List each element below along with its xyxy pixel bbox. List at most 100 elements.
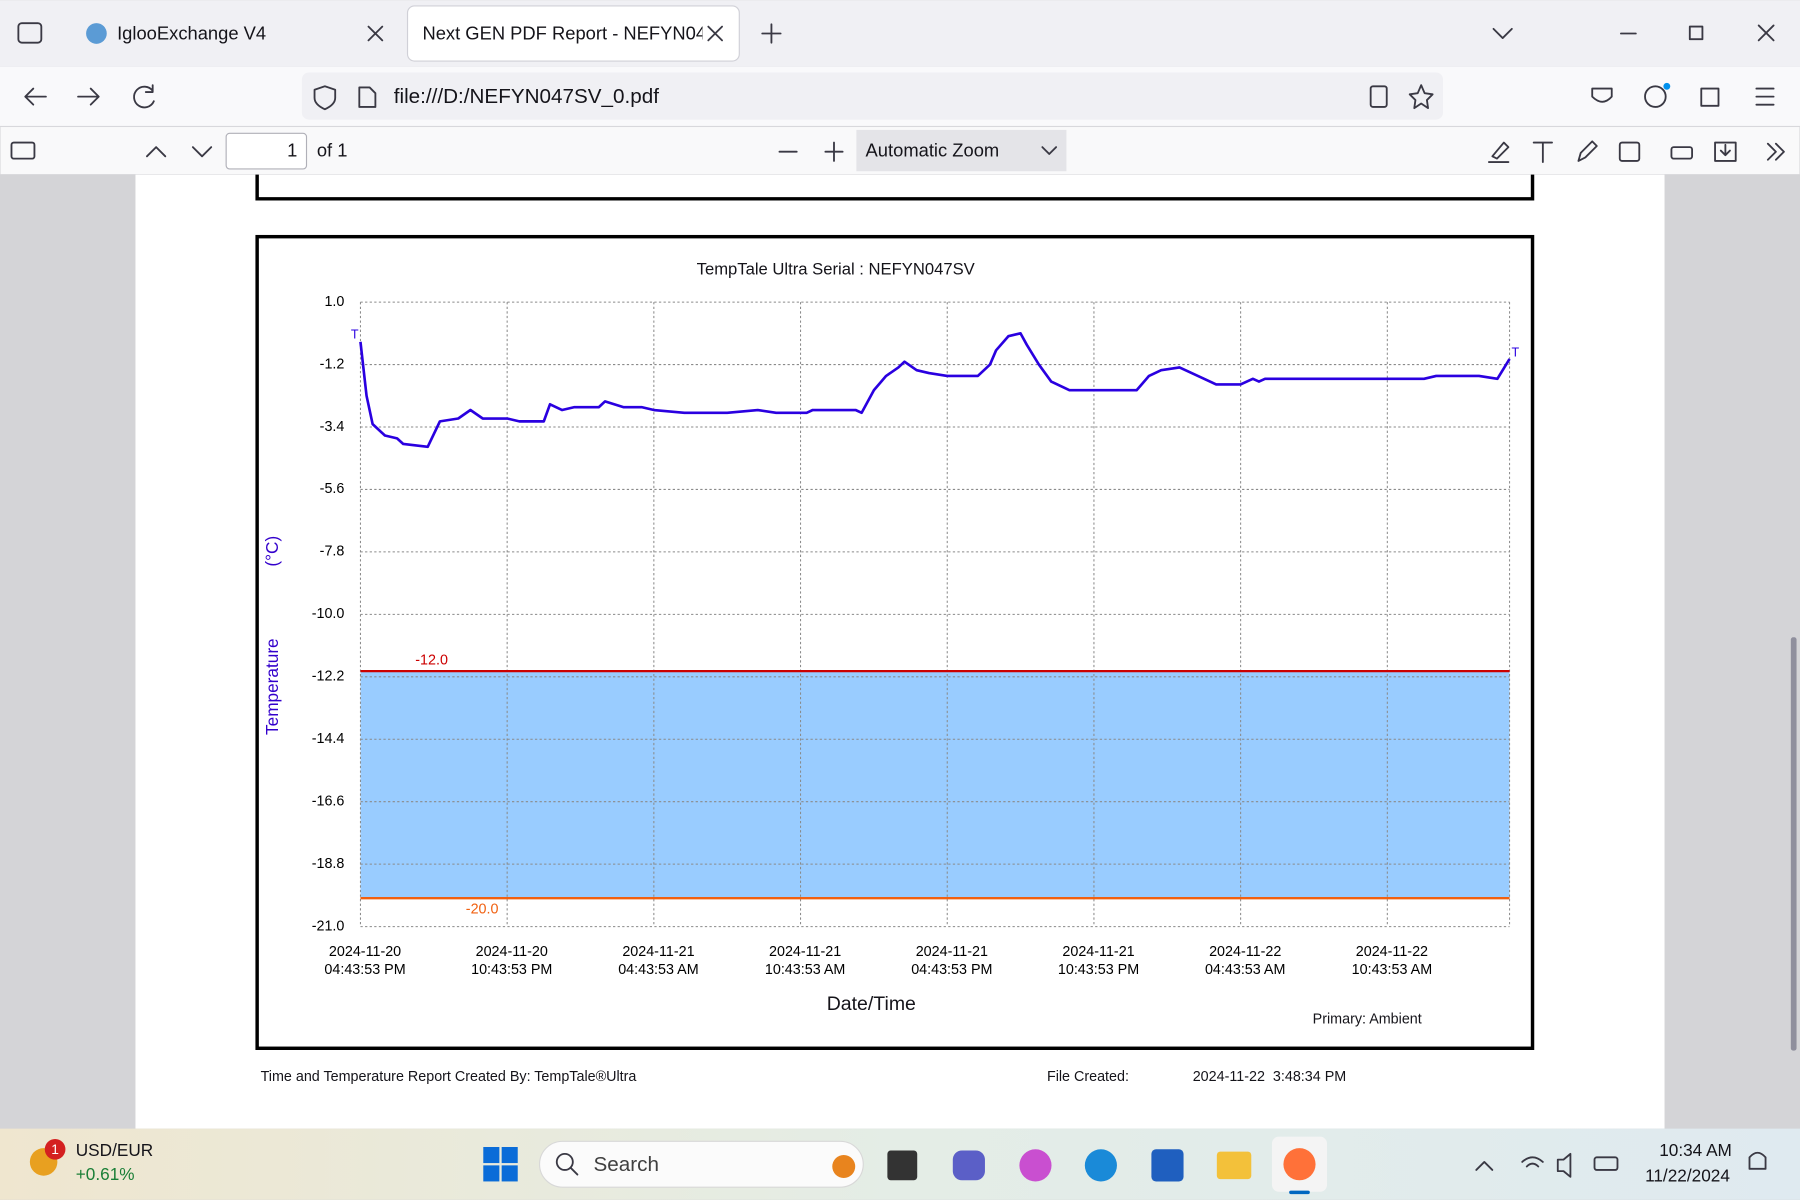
report-created-by: Time and Temperature Report Created By: … bbox=[261, 1069, 637, 1085]
zoom-value[interactable]: Automatic Zoom bbox=[866, 140, 1000, 161]
widget-value[interactable]: +0.61% bbox=[76, 1164, 135, 1184]
wifi-icon[interactable] bbox=[1521, 1156, 1544, 1168]
x-tick-label: 2024-11-21 04:43:53 AM bbox=[618, 944, 698, 978]
tab-title[interactable]: Next GEN PDF Report - NEFYN047S bbox=[422, 22, 728, 43]
active-tab[interactable] bbox=[406, 5, 740, 62]
series-note: Primary: Ambient bbox=[1313, 1011, 1422, 1027]
search-decoration bbox=[832, 1155, 856, 1178]
previous-page[interactable] bbox=[146, 146, 167, 158]
search-text[interactable]: Search bbox=[593, 1153, 658, 1176]
tab-overflow[interactable] bbox=[1492, 27, 1513, 39]
widget-title[interactable]: USD/EUR bbox=[76, 1140, 153, 1160]
y-tick-label: -3.4 bbox=[320, 419, 345, 435]
active-indicator bbox=[1289, 1190, 1310, 1195]
zoom-select[interactable] bbox=[856, 129, 1067, 172]
close-window[interactable] bbox=[1757, 24, 1775, 42]
url-field[interactable] bbox=[301, 72, 1443, 120]
store-icon[interactable] bbox=[1151, 1149, 1184, 1182]
clock-time[interactable]: 10:34 AM bbox=[1659, 1140, 1732, 1160]
account-dot bbox=[1663, 82, 1671, 90]
tab-list-icon[interactable] bbox=[17, 22, 43, 44]
file-created-label: File Created: bbox=[1047, 1069, 1129, 1085]
task-view[interactable] bbox=[887, 1150, 918, 1181]
zoom-dropdown[interactable] bbox=[1041, 146, 1058, 155]
reload[interactable] bbox=[133, 84, 155, 109]
x-tick-label: 2024-11-21 04:43:53 PM bbox=[911, 944, 992, 978]
url[interactable]: file:///D:/NEFYN047SV_0.pdf bbox=[394, 85, 659, 108]
account-icon[interactable] bbox=[1644, 85, 1667, 108]
teams-icon[interactable] bbox=[952, 1150, 985, 1181]
scrollbar[interactable] bbox=[1790, 637, 1797, 1051]
y-tick-label: -1.2 bbox=[320, 356, 345, 372]
highlight-tool[interactable] bbox=[1487, 141, 1510, 163]
threshold-label: -20.0 bbox=[466, 901, 499, 917]
text-tool[interactable] bbox=[1532, 141, 1553, 163]
tray-overflow[interactable] bbox=[1475, 1161, 1494, 1171]
file-created: 2024-11-22 3:48:34 PM bbox=[1193, 1069, 1346, 1085]
search-icon-handle bbox=[569, 1166, 579, 1176]
chart-frame bbox=[255, 234, 1535, 1050]
y-tick-label: -18.8 bbox=[312, 856, 345, 872]
volume-icon[interactable] bbox=[1556, 1152, 1572, 1178]
sidebar-toggle[interactable] bbox=[10, 141, 36, 160]
alarm-band bbox=[360, 671, 1510, 899]
x-tick-label: 2024-11-22 04:43:53 AM bbox=[1205, 944, 1285, 978]
start-button[interactable] bbox=[483, 1147, 518, 1182]
y-tick-label: -10.0 bbox=[312, 606, 345, 622]
tab-close[interactable] bbox=[707, 25, 723, 42]
chart-title: TempTale Ultra Serial : NEFYN047SV bbox=[697, 259, 976, 278]
y-tick-label: -21.0 bbox=[312, 918, 345, 934]
restore[interactable] bbox=[1688, 25, 1704, 41]
forward[interactable] bbox=[77, 87, 100, 106]
pdf-page bbox=[135, 174, 1665, 1129]
back[interactable] bbox=[24, 87, 47, 106]
y-axis-label: Temperature bbox=[262, 638, 282, 735]
draw-tool[interactable] bbox=[1577, 140, 1598, 162]
bookmark-star[interactable] bbox=[1408, 84, 1434, 110]
more-tools[interactable] bbox=[1766, 142, 1785, 161]
new-tab[interactable] bbox=[761, 23, 782, 44]
x-axis-label: Date/Time bbox=[827, 993, 916, 1015]
start-marker: T bbox=[351, 327, 359, 341]
chart: TempTale Ultra Serial : NEFYN047SV Tempe… bbox=[262, 259, 1520, 1027]
page-input[interactable] bbox=[225, 132, 308, 170]
y-tick-label: -14.4 bbox=[312, 731, 345, 747]
clock-date[interactable]: 11/22/2024 bbox=[1645, 1165, 1730, 1185]
next-page[interactable] bbox=[191, 146, 213, 158]
tab-title[interactable]: IglooExchange V4 bbox=[117, 22, 266, 43]
firefox-icon[interactable] bbox=[1283, 1148, 1316, 1181]
menu[interactable] bbox=[1755, 87, 1775, 106]
x-tick-label: 2024-11-21 10:43:53 AM bbox=[765, 944, 845, 978]
x-tick-label: 2024-11-20 10:43:53 PM bbox=[471, 944, 552, 978]
pocket-icon[interactable] bbox=[1591, 87, 1613, 103]
page-number[interactable]: 1 bbox=[287, 140, 297, 161]
zoom-in[interactable] bbox=[824, 141, 844, 162]
tab-bar bbox=[0, 0, 1800, 67]
print[interactable] bbox=[1670, 146, 1694, 160]
y-tick-label: -7.8 bbox=[320, 544, 345, 560]
previous-frame bbox=[255, 174, 1535, 201]
tab-close[interactable] bbox=[367, 25, 384, 42]
image-tool[interactable] bbox=[1618, 141, 1641, 162]
edge-icon[interactable] bbox=[1084, 1149, 1117, 1182]
widget-badge-bg bbox=[44, 1138, 66, 1160]
page-count: of 1 bbox=[317, 140, 348, 161]
battery-icon[interactable] bbox=[1593, 1156, 1619, 1171]
notifications[interactable] bbox=[1748, 1151, 1767, 1170]
widget-badge: 1 bbox=[51, 1142, 59, 1157]
y-axis-unit: (°C) bbox=[262, 536, 282, 567]
y-tick-label: -16.6 bbox=[312, 793, 345, 809]
y-tick-label: -5.6 bbox=[320, 481, 345, 497]
temperature-line bbox=[359, 332, 1511, 449]
y-tick-label: -12.2 bbox=[312, 669, 345, 685]
shield-icon[interactable] bbox=[313, 85, 337, 111]
explorer-icon[interactable] bbox=[1216, 1151, 1252, 1180]
reader-icon[interactable] bbox=[1369, 85, 1388, 108]
copilot-icon[interactable] bbox=[1019, 1149, 1052, 1182]
y-tick-label: 1.0 bbox=[324, 294, 344, 310]
search-box[interactable] bbox=[538, 1140, 864, 1188]
save[interactable] bbox=[1714, 141, 1737, 162]
extensions-icon[interactable] bbox=[1700, 87, 1720, 107]
